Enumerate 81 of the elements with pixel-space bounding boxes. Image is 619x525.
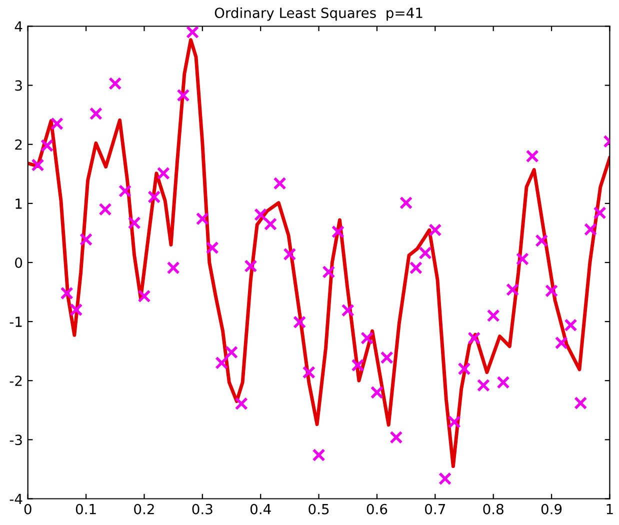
point bbox=[302, 366, 316, 379]
y-tick-label: -1 bbox=[10, 316, 22, 327]
point bbox=[341, 304, 354, 317]
point bbox=[264, 218, 278, 231]
point bbox=[196, 212, 209, 226]
point bbox=[156, 166, 170, 180]
point bbox=[351, 358, 364, 372]
point bbox=[138, 290, 151, 303]
point bbox=[564, 318, 578, 332]
point bbox=[108, 77, 122, 90]
y-tick-label: 4 bbox=[14, 21, 22, 32]
y-tick-label: -4 bbox=[10, 494, 22, 504]
point bbox=[476, 378, 490, 392]
point bbox=[360, 332, 374, 345]
y-tick-label: 0 bbox=[15, 257, 22, 268]
point bbox=[206, 241, 219, 254]
point bbox=[468, 332, 481, 345]
point bbox=[293, 316, 306, 329]
point bbox=[166, 261, 180, 274]
point bbox=[224, 346, 238, 359]
point bbox=[544, 284, 558, 298]
point bbox=[554, 336, 568, 350]
line-series bbox=[28, 38, 610, 468]
y-tick-label: 3 bbox=[15, 80, 22, 91]
point bbox=[98, 202, 112, 216]
point bbox=[370, 386, 384, 399]
point bbox=[148, 190, 161, 204]
point bbox=[322, 265, 336, 278]
point bbox=[390, 430, 403, 444]
point bbox=[535, 234, 548, 248]
x-tick-label: 0.6 bbox=[366, 504, 388, 514]
x-tick-label: 0.9 bbox=[541, 504, 562, 514]
point bbox=[506, 283, 520, 296]
point bbox=[128, 216, 141, 230]
point bbox=[60, 286, 74, 300]
point bbox=[584, 222, 598, 236]
point bbox=[244, 260, 258, 273]
point bbox=[273, 176, 286, 190]
point bbox=[400, 196, 413, 210]
x-tick-label: 1 bbox=[606, 504, 613, 514]
y-tick-label: -2 bbox=[10, 376, 22, 386]
x-tick-label: 0.1 bbox=[76, 504, 96, 514]
x-tick-label: 0.5 bbox=[308, 504, 329, 514]
point bbox=[31, 158, 44, 172]
x-tick-label: 0.4 bbox=[250, 504, 271, 514]
x-tick-label: 0.3 bbox=[192, 504, 212, 514]
point bbox=[234, 397, 248, 410]
point bbox=[448, 415, 461, 429]
point bbox=[70, 303, 83, 316]
point bbox=[331, 225, 345, 238]
point bbox=[574, 396, 588, 410]
x-tick-label: 0.2 bbox=[134, 504, 154, 514]
y-tick-label: 2 bbox=[15, 139, 22, 150]
point bbox=[526, 150, 539, 163]
x-tick-label: 0 bbox=[24, 504, 32, 514]
chart-title: Ordinary Least Squares p=41 bbox=[214, 7, 422, 21]
point bbox=[486, 309, 500, 322]
point bbox=[418, 246, 432, 260]
point bbox=[176, 88, 190, 102]
point bbox=[89, 107, 102, 120]
point bbox=[80, 232, 93, 246]
x-tick-label: 0.7 bbox=[425, 504, 446, 514]
point bbox=[50, 117, 64, 130]
point bbox=[458, 362, 471, 376]
point bbox=[40, 139, 54, 152]
point bbox=[409, 261, 422, 274]
point bbox=[516, 252, 529, 266]
point bbox=[428, 223, 442, 237]
point bbox=[438, 472, 452, 486]
point bbox=[118, 184, 132, 198]
x-tick-label: 0.8 bbox=[483, 504, 504, 514]
point bbox=[496, 376, 510, 389]
point bbox=[215, 356, 228, 370]
point bbox=[593, 206, 606, 220]
point bbox=[312, 448, 326, 462]
point bbox=[283, 248, 296, 261]
point bbox=[380, 351, 394, 364]
y-tick-label: -3 bbox=[10, 434, 22, 446]
y-tick-label: 1 bbox=[16, 198, 22, 209]
point bbox=[186, 26, 200, 39]
point bbox=[254, 208, 268, 222]
